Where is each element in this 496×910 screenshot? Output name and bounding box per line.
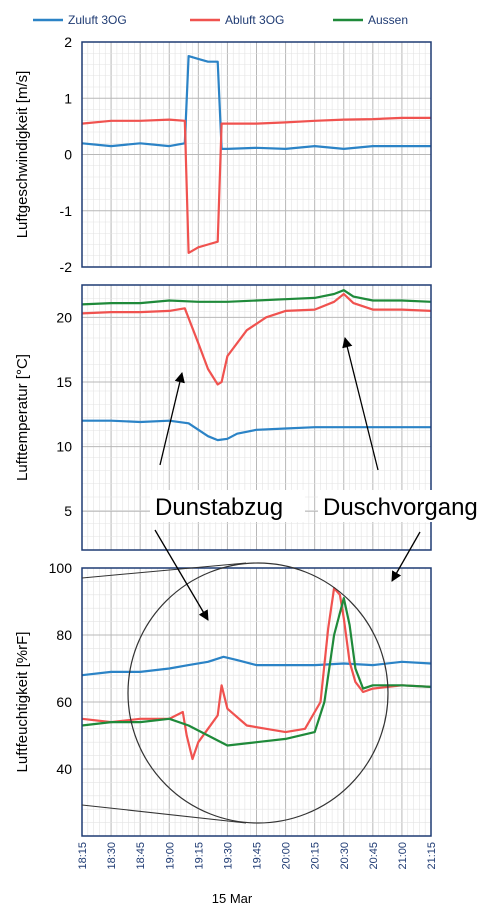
grid xyxy=(81,567,432,837)
x-tick-label: 21:15 xyxy=(426,842,438,870)
plot-frame xyxy=(81,41,432,268)
y-tick-label: 5 xyxy=(64,503,72,519)
y-tick-label: 60 xyxy=(56,694,72,710)
zoom-line-top xyxy=(81,562,247,579)
x-tick-label: 18:30 xyxy=(106,842,118,870)
legend-label-zuluft: Zuluft 3OG xyxy=(68,13,127,27)
y-tick-label: 40 xyxy=(56,761,72,777)
series-zuluft-3og xyxy=(81,54,431,150)
magnifier-decoration xyxy=(81,562,389,824)
x-tick-label: 20:45 xyxy=(368,842,380,870)
panel-3: 100 80 60 40 Luftfeuchtigkeit [%rF] 18:15 18:3… xyxy=(14,560,438,870)
y-axis-label: Luftgeschwindigkeit [m/s] xyxy=(14,71,31,239)
x-tick-label: 18:15 xyxy=(77,842,89,870)
x-date-label: 15 Mar xyxy=(212,891,253,906)
y-tick-label: 1 xyxy=(64,90,72,106)
arrow-dunstabzug-up xyxy=(159,371,185,466)
y-axis-label: Luftfeuchtigkeit [%rF] xyxy=(14,632,31,773)
x-tick-label: 18:45 xyxy=(135,842,147,870)
annotation-bg-2 xyxy=(318,490,496,522)
annotation-bg-1 xyxy=(150,490,305,522)
x-tick-label: 20:30 xyxy=(339,842,351,870)
series-zuluft-3og xyxy=(81,655,432,677)
annotations: Dunstabzug Duschvorgang xyxy=(150,336,496,621)
arrow-dunstabzug-down xyxy=(154,529,209,621)
panel-1: 2 1 0 -1 -2 Luftgeschwindigkeit [m/s] xyxy=(14,34,432,275)
series-zuluft-3og xyxy=(82,419,431,442)
series-aussen xyxy=(81,596,432,747)
y-tick-label: 100 xyxy=(49,560,73,576)
plot-frame xyxy=(81,567,432,837)
annotation-duschvorgang: Duschvorgang xyxy=(323,494,478,521)
annotation-dunstabzug: Dunstabzug xyxy=(155,494,283,521)
y-tick-label: -1 xyxy=(60,203,73,219)
arrow-duschvorgang-up xyxy=(342,336,379,471)
x-tick-label: 20:00 xyxy=(281,842,293,870)
series-abluft-3og xyxy=(81,292,432,386)
series-aussen xyxy=(81,289,432,306)
y-tick-label: -2 xyxy=(60,259,73,275)
x-tick-label: 19:30 xyxy=(222,842,234,870)
y-tick-label: 80 xyxy=(56,627,72,643)
y-tick-label: 0 xyxy=(64,147,72,163)
x-tick-label: 19:45 xyxy=(252,842,264,870)
x-tick-label: 20:15 xyxy=(310,842,322,870)
zoom-line-bottom xyxy=(81,804,247,824)
y-tick-label: 2 xyxy=(64,34,72,50)
x-tick-label: 19:15 xyxy=(193,842,205,870)
y-tick-label: 15 xyxy=(56,374,72,390)
y-tick-label: 10 xyxy=(56,439,72,455)
arrow-duschvorgang-down xyxy=(391,531,421,582)
y-tick-label: 20 xyxy=(56,309,72,325)
legend: Zuluft 3OG Abluft 3OG Aussen xyxy=(33,13,408,27)
grid xyxy=(81,41,432,268)
x-tick-label: 19:00 xyxy=(164,842,176,870)
legend-label-abluft: Abluft 3OG xyxy=(225,13,284,27)
series-abluft-3og xyxy=(81,116,431,254)
x-tick-label: 21:00 xyxy=(397,842,409,870)
plot-frame xyxy=(81,284,432,551)
y-axis-label: Lufttemperatur [°C] xyxy=(14,354,31,481)
zoom-circle xyxy=(127,562,389,824)
legend-label-aussen: Aussen xyxy=(368,13,408,27)
